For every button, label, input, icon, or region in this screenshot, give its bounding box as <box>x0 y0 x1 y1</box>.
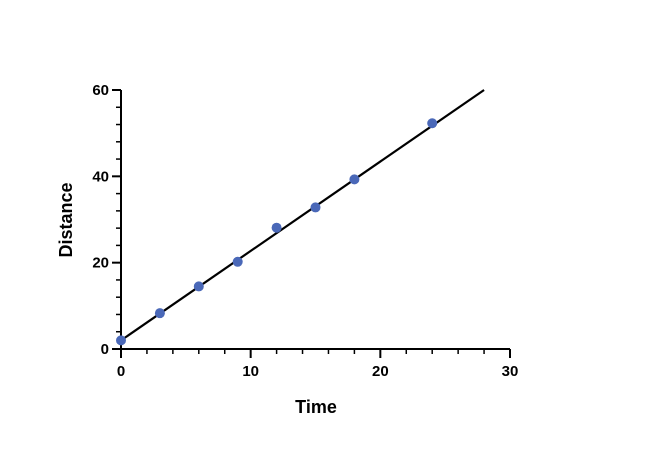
x-tick-label: 20 <box>372 363 389 380</box>
y-tick-label: 20 <box>92 255 109 272</box>
data-point <box>427 118 438 129</box>
y-axis-title: Distance <box>56 182 76 257</box>
data-point <box>154 308 165 319</box>
data-point <box>232 256 243 267</box>
data-point <box>193 281 204 292</box>
y-tick-label: 40 <box>92 168 109 185</box>
data-point <box>349 174 360 185</box>
x-tick-label: 0 <box>117 363 125 380</box>
fit-line <box>120 89 485 342</box>
x-tick-label: 10 <box>242 363 259 380</box>
data-point <box>310 202 321 213</box>
fit-line-group <box>120 89 485 342</box>
x-axis-title: Time <box>295 397 337 417</box>
data-points <box>116 118 438 346</box>
y-tick-label: 0 <box>101 341 109 358</box>
data-point <box>271 222 282 233</box>
data-point <box>116 335 126 346</box>
axes: 0 20 40 60 0 10 20 30 <box>92 82 518 380</box>
y-tick-label: 60 <box>92 82 109 99</box>
x-tick-label: 30 <box>502 363 519 380</box>
